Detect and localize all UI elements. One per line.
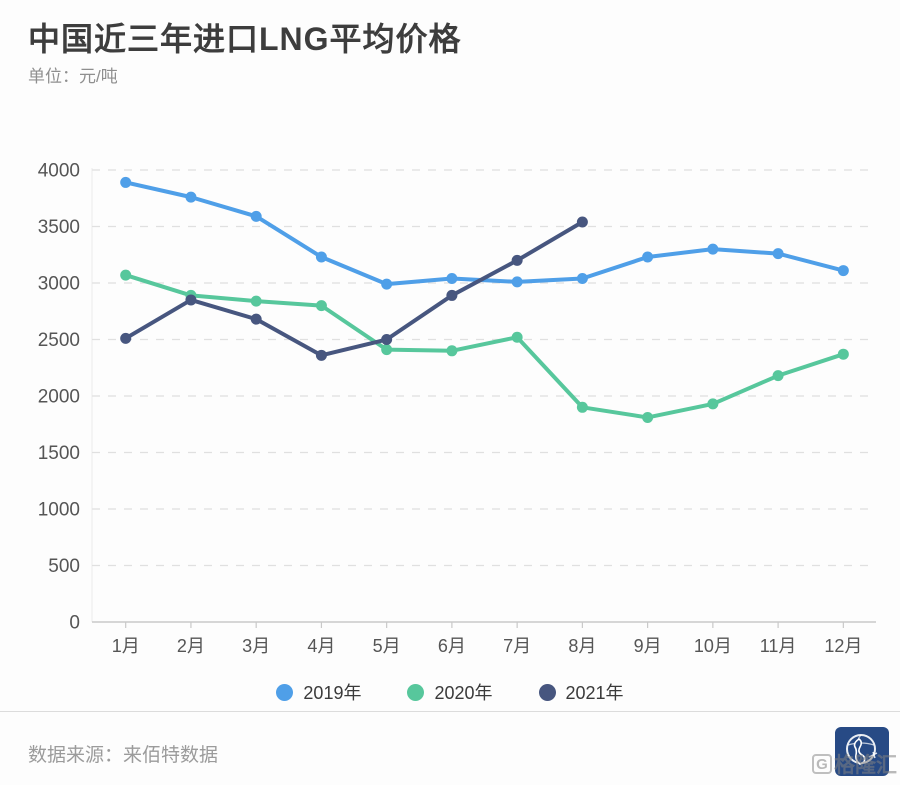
data-point-2021年-1月 bbox=[120, 332, 132, 344]
data-point-2020年-11月 bbox=[772, 370, 784, 382]
y-axis-tick-label: 2000 bbox=[38, 387, 80, 408]
data-point-2019年-4月 bbox=[315, 251, 327, 263]
y-axis-tick-label: 1000 bbox=[38, 500, 80, 521]
data-point-2020年-5月 bbox=[381, 344, 393, 356]
data-point-2019年-10月 bbox=[707, 243, 719, 255]
y-axis-tick-label: 0 bbox=[69, 613, 80, 634]
globe-dancer-icon bbox=[846, 734, 878, 765]
y-axis-tick-label: 500 bbox=[48, 556, 80, 577]
data-point-2021年-4月 bbox=[315, 349, 327, 361]
chart-legend: 2019年 2020年 2021年 bbox=[0, 679, 900, 705]
x-axis-label: 10月 bbox=[694, 636, 732, 656]
data-point-2021年-3月 bbox=[250, 313, 262, 325]
x-axis-label: 11月 bbox=[760, 636, 797, 656]
x-axis-label: 12月 bbox=[824, 636, 862, 656]
chart-unit-label: 单位：元/吨 bbox=[28, 67, 118, 86]
legend-label: 2019年 bbox=[303, 683, 362, 703]
legend-item-2021年[interactable]: 2021年 bbox=[538, 679, 624, 705]
legend-item-2020年[interactable]: 2020年 bbox=[407, 679, 493, 705]
series-line-2019年 bbox=[123, 180, 846, 287]
data-point-2020年-8月 bbox=[576, 401, 588, 413]
data-point-2019年-3月 bbox=[250, 210, 262, 222]
data-point-2019年-7月 bbox=[511, 276, 523, 288]
data-point-2021年-8月 bbox=[576, 216, 588, 228]
legend-label: 2020年 bbox=[434, 683, 493, 703]
series-line-2021年 bbox=[123, 219, 585, 358]
legend-dot-icon bbox=[276, 683, 294, 701]
legend-dot-icon bbox=[538, 683, 556, 701]
data-point-2019年-12月 bbox=[837, 265, 849, 277]
line-chart: 0 500 1000 1500 2000 2500 3000 3500 4000 1月 2月 3月 4月… bbox=[38, 161, 876, 656]
data-point-2021年-2月 bbox=[185, 294, 197, 306]
data-point-2019年-11月 bbox=[772, 248, 784, 260]
chart-title: 中国近三年进口LNG平均价格 bbox=[28, 21, 462, 57]
data-point-2019年-5月 bbox=[381, 278, 393, 290]
data-point-2019年-8月 bbox=[576, 272, 588, 284]
data-point-2020年-12月 bbox=[837, 348, 849, 360]
data-point-2020年-6月 bbox=[446, 345, 458, 357]
y-axis-tick-label: 1500 bbox=[38, 443, 80, 464]
data-point-2021年-7月 bbox=[511, 254, 523, 266]
legend-item-2019年[interactable]: 2019年 bbox=[276, 679, 361, 705]
brand-watermark: G 格隆汇 bbox=[812, 749, 897, 779]
x-axis-label: 3月 bbox=[242, 636, 270, 656]
x-axis-label: 2月 bbox=[177, 636, 205, 656]
x-axis-label: 6月 bbox=[438, 636, 466, 656]
y-axis-tick-label: 3500 bbox=[38, 217, 80, 238]
data-point-2019年-2月 bbox=[185, 191, 197, 203]
legend-dot-icon bbox=[407, 683, 425, 701]
data-point-2020年-3月 bbox=[250, 295, 262, 307]
legend-label: 2021年 bbox=[565, 683, 624, 703]
data-point-2020年-9月 bbox=[642, 411, 654, 423]
data-point-2021年-5月 bbox=[381, 334, 393, 345]
x-axis-label: 7月 bbox=[503, 636, 531, 656]
x-axis-label: 4月 bbox=[307, 636, 335, 656]
data-point-2019年-1月 bbox=[120, 176, 132, 188]
data-source-label: 数据来源：来佰特数据 bbox=[28, 745, 219, 766]
brand-logo bbox=[835, 727, 889, 776]
series-line-2020年 bbox=[123, 273, 846, 420]
y-axis-tick-label: 2500 bbox=[38, 330, 80, 351]
x-axis-label: 9月 bbox=[634, 636, 662, 656]
x-axis-label: 1月 bbox=[112, 636, 140, 656]
data-point-2020年-1月 bbox=[120, 269, 132, 281]
y-axis-tick-label: 4000 bbox=[38, 161, 80, 182]
brand-g-icon: G bbox=[812, 754, 832, 774]
data-point-2019年-9月 bbox=[642, 251, 654, 263]
data-point-2019年-6月 bbox=[446, 272, 458, 284]
data-point-2021年-6月 bbox=[446, 289, 458, 301]
data-point-2020年-7月 bbox=[511, 331, 523, 343]
brand-watermark-text: 格隆汇 bbox=[834, 754, 897, 777]
data-point-2020年-4月 bbox=[315, 300, 327, 312]
footer-divider bbox=[0, 711, 900, 712]
data-point-2020年-10月 bbox=[707, 398, 719, 410]
x-axis-label: 8月 bbox=[568, 636, 596, 656]
x-axis-label: 5月 bbox=[373, 636, 401, 656]
y-axis-tick-label: 3000 bbox=[38, 274, 80, 295]
